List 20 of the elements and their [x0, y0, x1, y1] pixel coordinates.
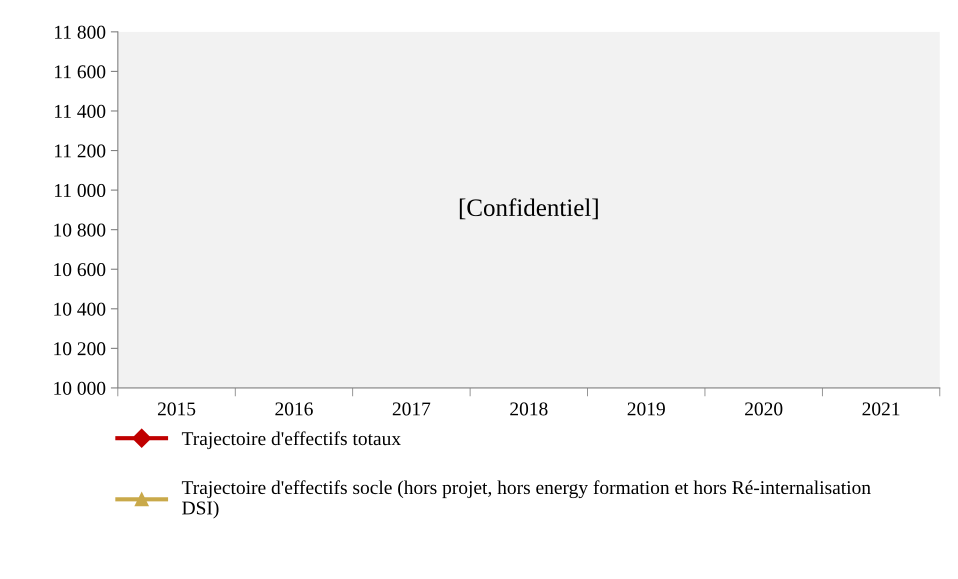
legend-label: Trajectoire d'effectifs totaux [182, 431, 401, 450]
annotation: [Confidentiel] [460, 198, 598, 220]
y-tick-label: 10 200 [54, 342, 106, 356]
y-tick-label: 11 600 [54, 65, 106, 78]
y-tick-label: 11 000 [54, 184, 106, 198]
y-tick-label: 11 200 [54, 144, 106, 158]
y-tick-label: 11 800 [54, 26, 106, 39]
x-tick-label: 2021 [862, 402, 900, 416]
y-tick-label: 10 400 [54, 302, 106, 316]
x-tick-label: 2020 [745, 402, 782, 416]
x-tick-label: 2019 [628, 402, 665, 416]
x-tick-label: 2018 [510, 402, 548, 416]
y-tick-label: 11 400 [54, 104, 106, 118]
y-tick-label: 10 000 [54, 382, 106, 395]
y-tick-label: 10 800 [54, 223, 106, 237]
legend-label: Trajectoire d'effectifs socle (hors projet, hors energy formation et hors Ré-internalisation DSI) [182, 480, 871, 518]
x-tick-label: 2017 [392, 402, 430, 416]
y-tick-label: 10 600 [54, 263, 106, 276]
x-tick-label: 2015 [158, 402, 196, 416]
x-tick-label: 2016 [275, 402, 313, 416]
